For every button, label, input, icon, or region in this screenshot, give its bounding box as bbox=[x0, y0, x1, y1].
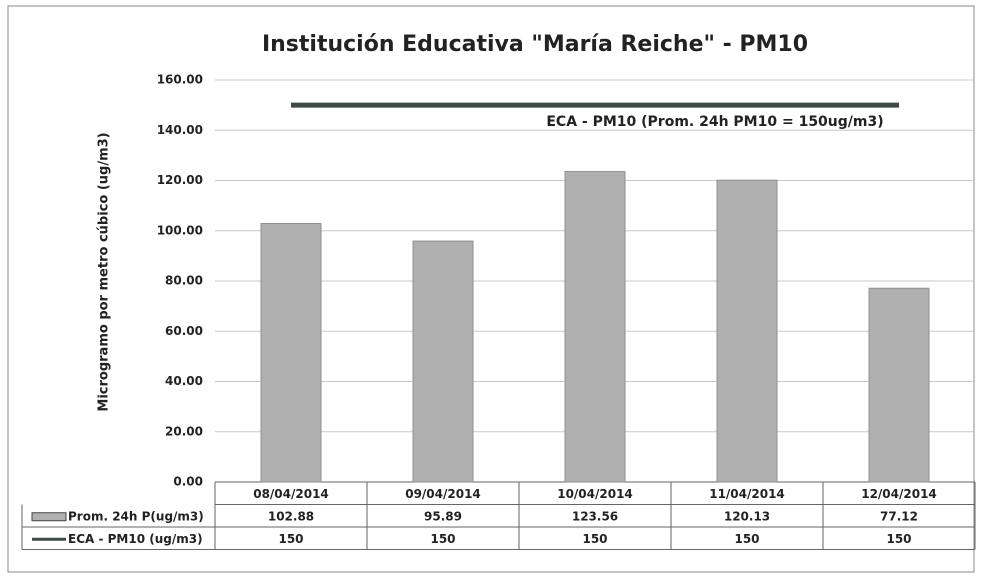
table-value: 77.12 bbox=[880, 509, 918, 523]
table-value: 102.88 bbox=[268, 509, 314, 523]
bar bbox=[716, 179, 778, 483]
bar bbox=[412, 240, 474, 483]
bar bbox=[260, 223, 322, 483]
table-value: 150 bbox=[278, 532, 303, 546]
y-tick-label: 160.00 bbox=[157, 73, 203, 87]
x-tick-label: 08/04/2014 bbox=[253, 487, 329, 501]
bar bbox=[868, 287, 930, 483]
y-tick-label: 40.00 bbox=[165, 374, 203, 388]
x-tick-label: 09/04/2014 bbox=[405, 487, 481, 501]
chart-title: Institución Educativa "María Reiche" - P… bbox=[262, 32, 808, 57]
table-value: 150 bbox=[430, 532, 455, 546]
table-value: 150 bbox=[734, 532, 759, 546]
table-value: 120.13 bbox=[724, 509, 770, 523]
x-tick-label: 11/04/2014 bbox=[709, 487, 785, 501]
y-tick-label: 100.00 bbox=[157, 223, 203, 237]
y-tick-label: 120.00 bbox=[157, 173, 203, 187]
y-tick-label: 140.00 bbox=[157, 123, 203, 137]
y-tick-label: 60.00 bbox=[165, 324, 203, 338]
y-tick-label: 20.00 bbox=[165, 424, 203, 438]
x-tick-label: 12/04/2014 bbox=[861, 487, 937, 501]
chart-frame bbox=[7, 5, 975, 573]
legend-label: ECA - PM10 (ug/m3) bbox=[68, 532, 203, 546]
bar bbox=[564, 171, 626, 483]
legend-label: Prom. 24h P(ug/m3) bbox=[68, 509, 204, 523]
x-tick-label: 10/04/2014 bbox=[557, 487, 633, 501]
table-value: 150 bbox=[886, 532, 911, 546]
table-value: 95.89 bbox=[424, 509, 462, 523]
y-tick-label: 0.00 bbox=[173, 475, 203, 489]
y-axis-label: Microgramo por metro cúbico (ug/m3) bbox=[97, 132, 112, 411]
y-tick-label: 80.00 bbox=[165, 274, 203, 288]
annotation: ECA - PM10 (Prom. 24h PM10 = 150ug/m3) bbox=[546, 114, 883, 130]
legend-swatch bbox=[31, 512, 67, 522]
table-value: 150 bbox=[582, 532, 607, 546]
table-value: 123.56 bbox=[572, 509, 618, 523]
